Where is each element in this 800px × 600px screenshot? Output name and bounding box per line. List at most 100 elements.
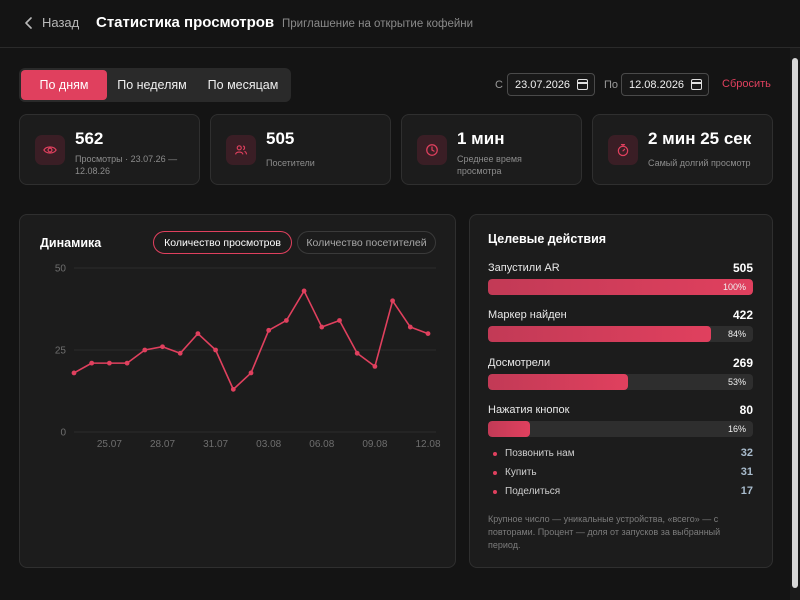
scrollbar-thumb[interactable] xyxy=(792,58,798,588)
action-label: Досмотрели xyxy=(488,357,551,369)
button-click-label: Купить xyxy=(505,467,537,478)
data-point xyxy=(390,298,395,304)
x-tick-label: 09.08 xyxy=(362,439,387,450)
data-point xyxy=(89,360,95,366)
tab-months[interactable]: По месяцам xyxy=(207,78,279,92)
back-label: Назад xyxy=(42,15,80,30)
button-click-value: 17 xyxy=(740,485,753,497)
toggle-visitors[interactable]: Количество посетителей xyxy=(297,231,436,254)
tab-days[interactable]: По дням xyxy=(21,70,107,100)
stat-value: 562 xyxy=(75,129,104,148)
progress-bar: 84% xyxy=(488,326,753,342)
progress-percent: 16% xyxy=(727,424,746,434)
calendar-icon[interactable] xyxy=(691,79,702,90)
page-subtitle: Приглашение на открытие кофейни xyxy=(282,18,474,30)
data-point xyxy=(142,347,148,353)
stat-label: Посетители xyxy=(266,158,315,168)
progress-percent: 84% xyxy=(727,329,746,339)
data-point xyxy=(230,386,236,392)
actions-panel xyxy=(469,214,773,568)
calendar-icon[interactable] xyxy=(577,79,588,90)
stat-label: Самый долгий просмотр xyxy=(648,158,751,168)
stat-label: Среднее время просмотра xyxy=(457,154,522,176)
tab-weeks[interactable]: По неделям xyxy=(117,78,187,92)
button-click-label: Позвонить нам xyxy=(505,448,575,459)
eye-icon xyxy=(35,135,65,165)
data-point xyxy=(71,370,77,376)
stat-card-longest-view: 2 мин 25 сек Самый долгий просмотр xyxy=(592,114,773,185)
stat-card-avg-time: 1 мин Среднее время просмотра xyxy=(401,114,582,185)
dynamics-title: Динамика xyxy=(40,236,102,250)
clock-icon xyxy=(417,135,447,165)
button-click-label: Поделиться xyxy=(505,486,561,497)
reset-button[interactable]: Сбросить xyxy=(722,78,771,90)
bullet-dot xyxy=(493,471,497,475)
progress-bar: 100% xyxy=(488,279,753,295)
toggle-views[interactable]: Количество просмотров xyxy=(153,231,292,254)
actions-note: Крупное число — уникальные устройства, «… xyxy=(488,514,721,550)
y-tick-label: 50 xyxy=(55,264,67,275)
date-from-value: 23.07.2026 xyxy=(515,78,571,91)
date-from-input[interactable]: 23.07.2026 xyxy=(507,73,595,96)
data-point xyxy=(284,318,289,323)
stat-card-views: 562 Просмотры · 23.07.26 — 12.08.26 xyxy=(19,114,200,185)
action-value: 80 xyxy=(739,403,753,417)
data-point xyxy=(372,364,378,369)
date-to-value: 12.08.2026 xyxy=(629,78,685,91)
data-point xyxy=(266,327,272,333)
action-value: 269 xyxy=(732,356,753,370)
button-click-value: 32 xyxy=(740,447,753,459)
data-point xyxy=(124,360,130,366)
scrollbar[interactable] xyxy=(790,48,800,600)
data-point xyxy=(425,331,431,336)
progress-bar: 16% xyxy=(488,421,753,437)
dynamics-panel xyxy=(19,214,456,568)
data-point xyxy=(107,360,112,366)
y-tick-label: 25 xyxy=(55,346,67,357)
progress-percent: 53% xyxy=(727,377,746,387)
action-value: 505 xyxy=(732,261,753,275)
stat-value: 1 мин xyxy=(457,129,505,148)
stat-value: 2 мин 25 сек xyxy=(648,129,752,148)
data-point xyxy=(160,344,165,350)
progress-fill xyxy=(488,374,629,390)
data-point xyxy=(337,318,342,323)
button-click-value: 31 xyxy=(740,466,753,478)
date-from-label: С xyxy=(495,79,503,91)
progress-fill xyxy=(488,326,711,342)
x-tick-label: 28.07 xyxy=(150,439,175,450)
action-value: 422 xyxy=(732,308,753,322)
bullet-dot xyxy=(493,490,497,494)
period-tabs: По дням По неделям По месяцам xyxy=(19,68,291,102)
data-point xyxy=(319,324,325,330)
page-header: Назад Статистика просмотров Приглашение … xyxy=(0,0,800,48)
x-tick-label: 31.07 xyxy=(203,439,228,450)
data-point xyxy=(354,350,360,356)
x-tick-label: 25.07 xyxy=(97,439,122,450)
stat-value: 505 xyxy=(266,129,295,148)
x-tick-label: 03.08 xyxy=(256,439,281,450)
action-label: Маркер найден xyxy=(488,309,567,321)
data-point xyxy=(213,347,219,353)
stat-card-visitors: 505 Посетители xyxy=(210,114,391,185)
date-to-input[interactable]: 12.08.2026 xyxy=(621,73,709,96)
action-label: Запустили AR xyxy=(488,262,560,274)
chevron-left-icon xyxy=(25,16,32,29)
progress-bar: 53% xyxy=(488,374,753,390)
stat-label: Просмотры · 23.07.26 — 12.08.26 xyxy=(75,154,178,176)
bullet-dot xyxy=(493,452,497,456)
progress-fill xyxy=(488,421,531,437)
actions-title: Целевые действия xyxy=(488,232,607,246)
page-title: Статистика просмотров xyxy=(96,14,275,31)
stopwatch-icon xyxy=(608,135,638,165)
action-label: Нажатия кнопок xyxy=(488,404,570,416)
data-point xyxy=(195,331,201,336)
y-tick-label: 0 xyxy=(60,428,66,439)
date-to-label: По xyxy=(604,79,619,91)
users-icon xyxy=(226,135,256,165)
data-point xyxy=(301,288,307,294)
x-tick-label: 12.08 xyxy=(415,439,440,450)
progress-fill xyxy=(488,279,753,295)
back-button[interactable]: Назад xyxy=(24,15,79,30)
